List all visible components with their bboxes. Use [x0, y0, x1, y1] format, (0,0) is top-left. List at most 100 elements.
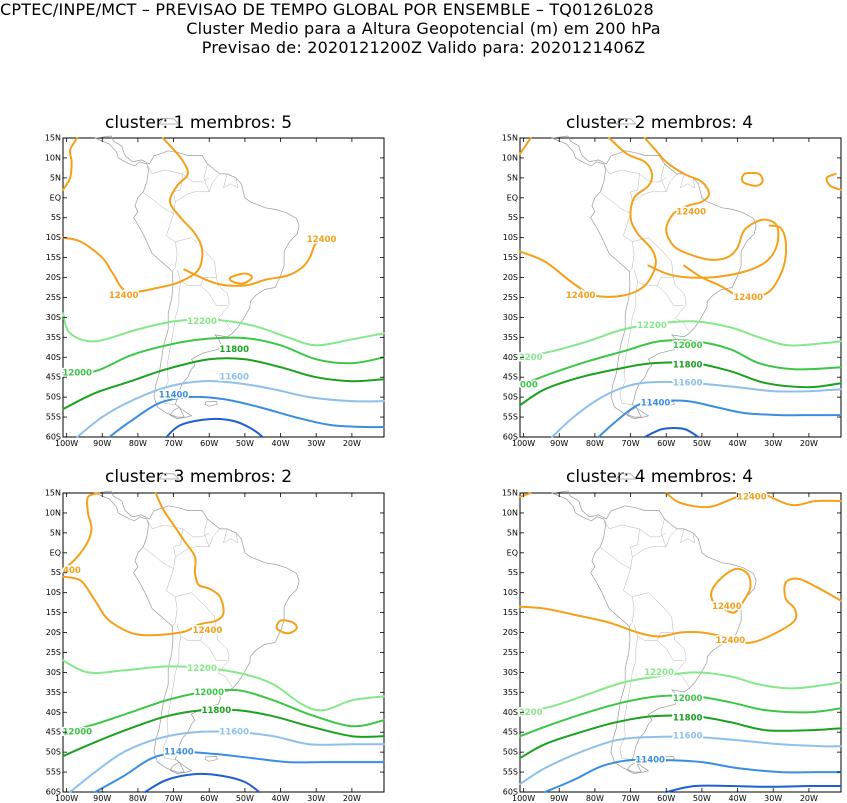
lat-tick-label: 5N: [50, 173, 61, 182]
lat-tick-label: 15S: [46, 608, 61, 617]
lon-tick-label: 20W: [800, 439, 818, 448]
lat-tick-label: 5S: [508, 213, 518, 222]
contour-12400: [710, 567, 752, 614]
contour-12400: [825, 172, 842, 191]
lon-tick-label: 30W: [764, 439, 782, 448]
coastline-island: [158, 473, 180, 480]
country-border: [223, 528, 239, 544]
country-border: [147, 165, 183, 214]
lat-tick-label: 10S: [46, 233, 61, 242]
contour-label: 12200: [187, 664, 217, 674]
contour-12200: [62, 312, 385, 347]
contour-label: 11400: [164, 748, 194, 758]
contour-11200: [665, 784, 842, 793]
contour-label: 11800: [673, 361, 703, 371]
lon-tick-label: 30W: [307, 794, 325, 803]
lat-tick-label: 5N: [507, 528, 518, 537]
contour-12400: [519, 577, 842, 644]
contour-11400: [597, 399, 842, 438]
country-border: [600, 547, 631, 569]
country-border: [632, 592, 674, 641]
contour-label: 12400: [712, 602, 742, 612]
contour-11800: [519, 361, 842, 407]
country-border: [660, 163, 678, 193]
panel-3-map: 400 12400 12200 12000 12000 11800 11600 11400 15…: [45, 473, 385, 803]
contour-label: 11800: [673, 714, 703, 724]
lat-tick-label: 15S: [503, 253, 518, 262]
lat-tick-label: 40S: [46, 353, 61, 362]
contour-12200: [519, 671, 842, 714]
contour-label: 11800: [202, 706, 232, 716]
contour-11200: [144, 772, 261, 793]
contour-label: 12000: [62, 369, 92, 379]
country-border: [673, 632, 690, 688]
contour-12400: [740, 171, 764, 187]
lon-tick-label: 40W: [729, 439, 747, 448]
contour-layer: [62, 492, 385, 793]
lat-tick-label: 25S: [46, 648, 61, 657]
contour-label: 2200: [519, 353, 543, 363]
lon-tick-label: 80W: [129, 439, 147, 448]
contour-11400: [544, 758, 842, 793]
country-border: [166, 568, 178, 626]
lat-tick-label: 10N: [45, 508, 61, 517]
country-border: [175, 546, 210, 558]
lat-tick-label: 5S: [508, 568, 518, 577]
lon-tick-label: 70W: [622, 439, 640, 448]
lon-tick-label: 90W: [550, 794, 568, 803]
contour-label: 12000: [673, 341, 703, 351]
lat-tick-label: 15N: [502, 134, 518, 143]
lat-tick-label: 20S: [503, 628, 518, 637]
country-border: [162, 636, 181, 761]
coastline-island: [204, 756, 218, 762]
lat-tick-label: 45S: [46, 728, 61, 737]
contour-12200: [519, 320, 842, 359]
country-border: [680, 528, 696, 544]
contour-12400: [62, 137, 204, 294]
lat-tick-label: 60S: [503, 433, 518, 442]
contour-11600: [551, 380, 842, 438]
contour-12000: [62, 336, 385, 375]
coastline-island: [169, 407, 193, 420]
map-frame: [62, 137, 385, 438]
country-border: [632, 191, 667, 203]
lat-tick-label: 50S: [503, 393, 518, 402]
lat-tick-label: 40S: [503, 353, 518, 362]
lon-tick-label: 50W: [236, 439, 254, 448]
lon-tick-label: 70W: [622, 794, 640, 803]
contour-12400: [761, 492, 842, 507]
lat-tick-label: 40S: [503, 708, 518, 717]
lat-tick-label: 60S: [503, 788, 518, 797]
lat-tick-label: 55S: [503, 413, 518, 422]
country-border: [166, 213, 178, 271]
lon-tick-label: 100W: [55, 439, 78, 448]
contour-12400: [665, 492, 764, 509]
contour-label: 12200: [637, 321, 667, 331]
country-border: [632, 546, 667, 558]
country-border: [680, 173, 696, 189]
contour-12400: [183, 238, 321, 287]
lon-tick-label: 50W: [693, 794, 711, 803]
country-border: [600, 192, 631, 214]
lat-tick-label: 30S: [46, 668, 61, 677]
contour-label: 000: [520, 381, 538, 391]
contour-12400: [228, 272, 253, 285]
lon-tick-label: 70W: [165, 439, 183, 448]
contour-label: 11600: [219, 728, 249, 738]
lon-tick-label: 60W: [200, 439, 218, 448]
coastline-layer: [550, 473, 757, 775]
lon-tick-label: 20W: [343, 439, 361, 448]
contour-label: 12200: [187, 317, 217, 327]
contour-11400: [108, 395, 385, 438]
country-border: [604, 165, 640, 214]
lat-tick-label: 15N: [45, 134, 61, 143]
map-frame: [62, 492, 385, 793]
header-title-line2: Cluster Medio para a Altura Geopotencial…: [186, 19, 661, 38]
lat-tick-label: 25S: [503, 293, 518, 302]
coastline-island: [169, 762, 193, 775]
contour-12400: [62, 492, 225, 637]
lat-tick-label: 20S: [46, 628, 61, 637]
lon-tick-label: 60W: [200, 794, 218, 803]
contour-12000: [519, 694, 842, 738]
contour-label: 11800: [219, 345, 249, 355]
